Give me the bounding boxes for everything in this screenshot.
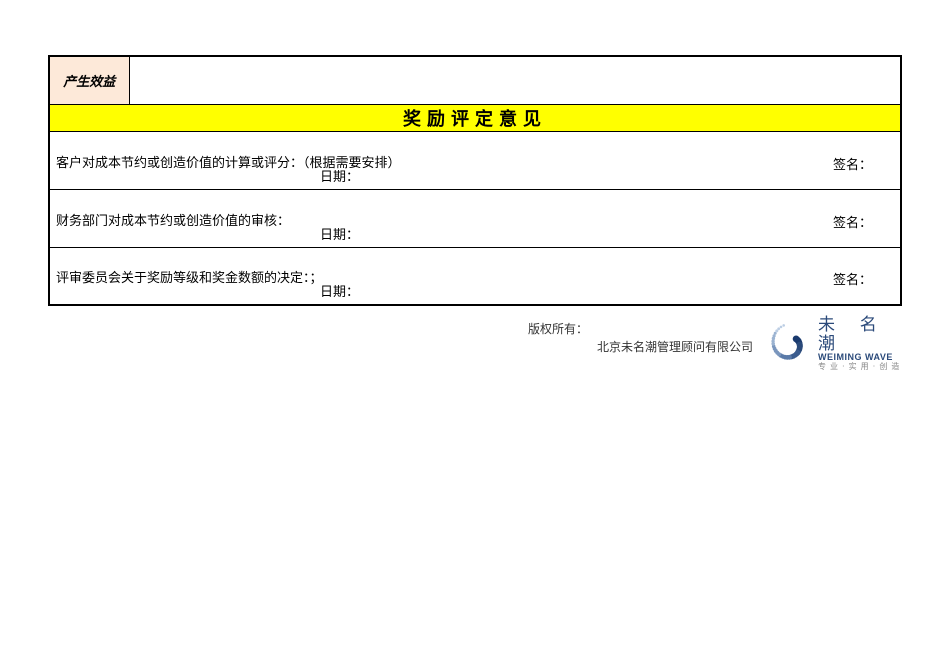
logo-text-block: 未 名 潮 WEIMING WAVE 专 业 · 实 用 · 创 造 — [818, 316, 902, 372]
section-sign-2: 签名： — [833, 269, 872, 288]
main-table: 产生效益 奖励评定意见 客户对成本节约或创造价值的计算或评分：（根据需要安排） … — [48, 55, 902, 306]
section-top-2: 评审委员会关于奖励等级和奖金数额的决定：； — [56, 267, 894, 286]
section-top-0: 客户对成本节约或创造价值的计算或评分：（根据需要安排） — [56, 152, 894, 171]
benefit-label-cell: 产生效益 — [49, 56, 129, 104]
section-date-1: 日期： — [320, 224, 359, 243]
benefit-label-text: 产生效益 — [63, 74, 115, 89]
logo-mark-icon — [768, 322, 812, 366]
section-date-0: 日期： — [320, 166, 359, 185]
section-top-1: 财务部门对成本节约或创造价值的审核： — [56, 210, 894, 229]
logo-cn-text: 未 名 潮 — [818, 316, 902, 353]
section-header-row: 奖励评定意见 — [49, 104, 901, 131]
section-row-0: 客户对成本节约或创造价值的计算或评分：（根据需要安排） 日期： 签名： — [49, 131, 901, 189]
section-row-1: 财务部门对成本节约或创造价值的审核： 日期： 签名： — [49, 189, 901, 247]
section-date-2: 日期： — [320, 281, 359, 300]
logo-small-text: 专 业 · 实 用 · 创 造 — [818, 363, 902, 372]
benefit-row: 产生效益 — [49, 56, 901, 104]
company-name: 北京未名潮管理顾问有限公司 — [593, 340, 753, 356]
section-header-cell: 奖励评定意见 — [49, 104, 901, 131]
section-sign-0: 签名： — [833, 154, 872, 173]
logo: 未 名 潮 WEIMING WAVE 专 业 · 实 用 · 创 造 — [768, 316, 902, 372]
section-header-text: 奖励评定意见 — [403, 109, 547, 129]
copyright-label: 版权所有： — [528, 320, 588, 337]
benefit-body-cell — [129, 56, 901, 104]
section-row-2: 评审委员会关于奖励等级和奖金数额的决定：； 日期： 签名： — [49, 247, 901, 305]
section-sign-1: 签名： — [833, 212, 872, 231]
footer: 版权所有： 北京未名潮管理顾问有限公司 未 名 潮 WEIMING WAVE 专… — [48, 320, 902, 390]
document-wrapper: 产生效益 奖励评定意见 客户对成本节约或创造价值的计算或评分：（根据需要安排） … — [0, 0, 950, 390]
